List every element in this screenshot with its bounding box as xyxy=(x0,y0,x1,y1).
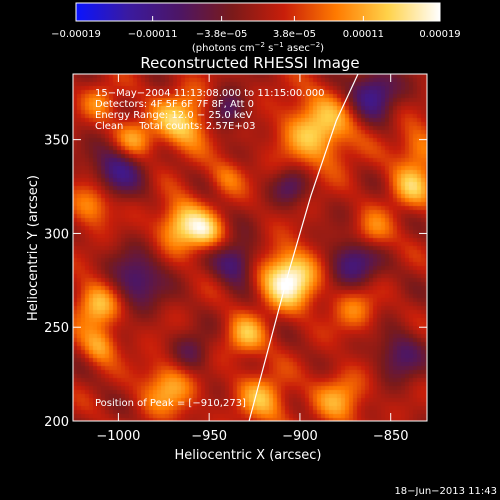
annotation-energy: Energy Range: 12.0 − 25.0 keV xyxy=(95,110,252,121)
colorbar-tick-label: 3.8e−05 xyxy=(273,29,316,40)
chart-title: Reconstructed RHESSI Image xyxy=(140,54,359,72)
y-tick-label: 300 xyxy=(44,227,69,242)
annotation-clean: Clean Total counts: 2.57E+03 xyxy=(95,121,255,132)
colorbar-tick-label: −0.00011 xyxy=(128,29,178,40)
x-tick-label: −950 xyxy=(191,429,227,444)
annotation-detectors: Detectors: 4F 5F 6F 7F 8F, Att 0 xyxy=(95,99,254,110)
x-tick-label: −1000 xyxy=(96,429,140,444)
y-axis-label: Heliocentric Y (arcsec) xyxy=(26,175,41,321)
footer-timestamp: 18−Jun−2013 11:43 xyxy=(394,486,497,497)
x-axis-label: Heliocentric X (arcsec) xyxy=(175,448,322,463)
y-tick-label: 350 xyxy=(44,134,69,149)
x-tick-label: −900 xyxy=(282,429,318,444)
colorbar-tick-label: 0.00011 xyxy=(343,29,384,40)
y-tick-label: 250 xyxy=(44,321,69,336)
colorbar-ticks: −0.00019 −0.00011 −3.8e−05 3.8e−05 0.00011 0.… xyxy=(51,16,461,40)
solar-limb-curve xyxy=(248,74,359,421)
x-tick-label: −850 xyxy=(373,429,409,444)
plot-frame xyxy=(72,73,428,422)
colorbar-tick-label: 0.00019 xyxy=(419,29,460,40)
annotation-time: 15−May−2004 11:13:08.000 to 11:15:00.000 xyxy=(95,88,325,99)
colorbar-units: (photons cm−2 s−1 asec−2) xyxy=(192,41,324,54)
y-tick-label: 200 xyxy=(44,415,69,430)
colorbar xyxy=(75,2,441,22)
peak-position-label: Position of Peak = [−910,273] xyxy=(95,398,246,409)
colorbar-tick-label: −3.8e−05 xyxy=(196,29,248,40)
axis-ticks: −1000 −950 −900 −850 200 250 300 350 xyxy=(44,74,427,444)
heatmap-image xyxy=(73,74,427,421)
colorbar-tick-label: −0.00019 xyxy=(51,29,101,40)
